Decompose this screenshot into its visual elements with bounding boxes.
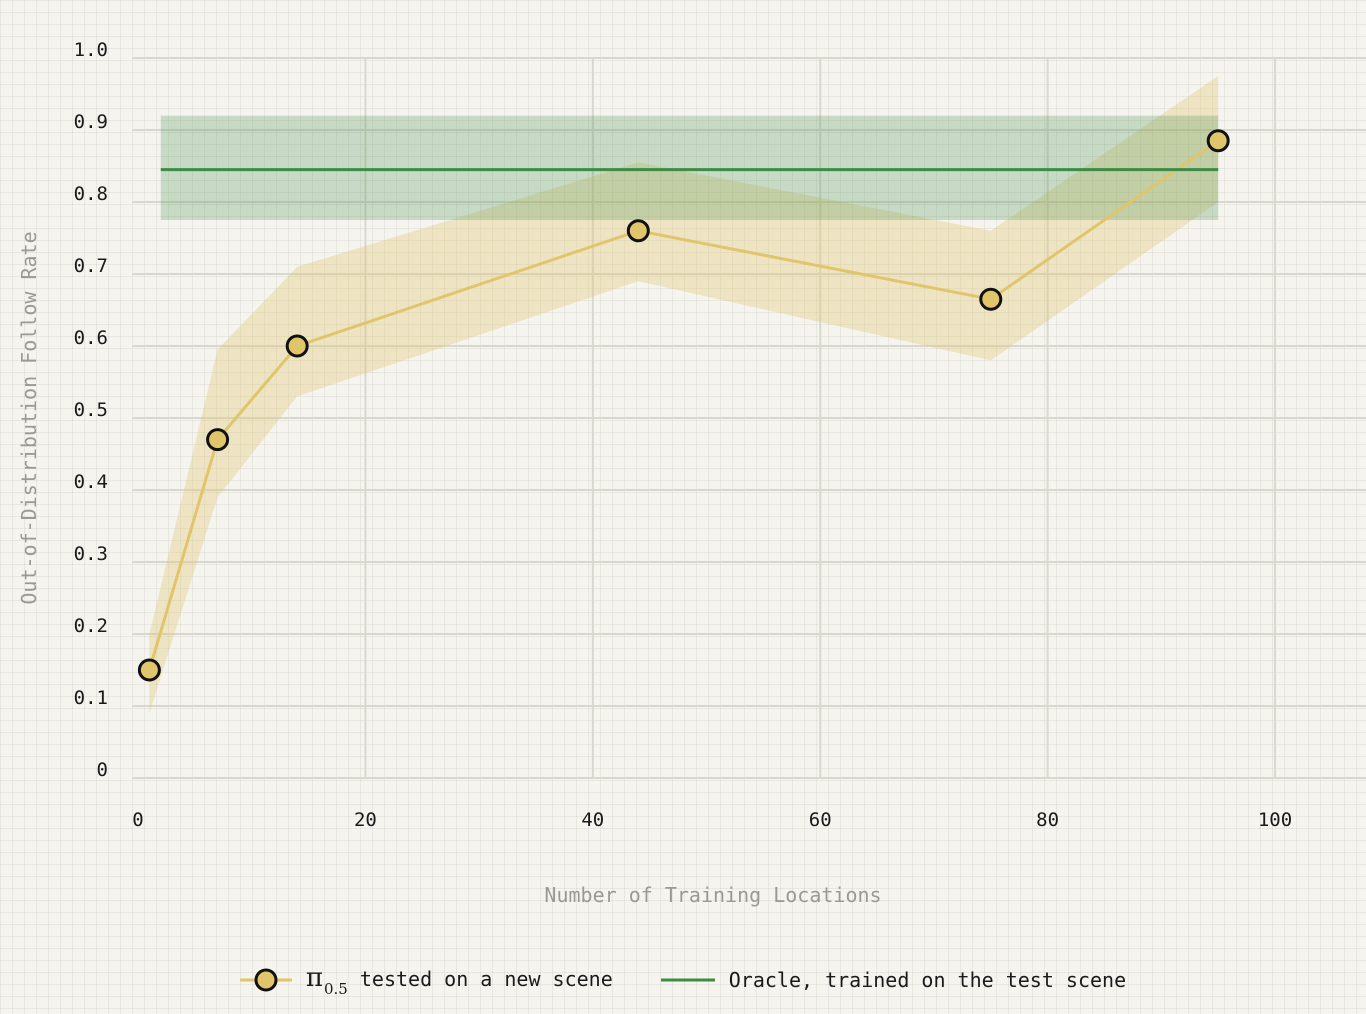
- y-tick-label: 0.2: [74, 615, 108, 637]
- y-tick-label: 0.9: [74, 111, 108, 133]
- y-tick-label: 0.4: [74, 471, 108, 493]
- y-tick-label: 0.7: [74, 255, 108, 277]
- legend-pi-subscript: 0.5: [323, 979, 348, 998]
- confidence-bands: [149, 76, 1219, 714]
- point-pi05: [206, 428, 230, 452]
- data-points: [137, 129, 1230, 682]
- point-pi05: [979, 287, 1003, 311]
- x-tick-label: 80: [1036, 809, 1059, 831]
- y-axis-title: Out-of-Distribution Follow Rate: [17, 231, 41, 604]
- x-tick-label: 0: [132, 809, 143, 831]
- legend: π0.5 tested on a new scene Oracle, train…: [0, 955, 1366, 1005]
- legend-label-oracle: Oracle, trained on the test scene: [728, 968, 1127, 992]
- legend-marker-pi05: [239, 968, 292, 992]
- y-tick-label: 0: [97, 759, 108, 781]
- band-oracle: [160, 115, 1219, 220]
- point-pi05: [1206, 129, 1230, 153]
- legend-pi-suffix: tested on a new scene: [347, 966, 613, 991]
- y-tick-label: 0.3: [74, 543, 108, 565]
- x-axis-title: Number of Training Locations: [544, 883, 881, 907]
- legend-item-oracle: Oracle, trained on the test scene: [660, 965, 1127, 995]
- legend-marker-oracle: [660, 978, 715, 982]
- tick-labels: 0 0.1 0.2 0.3 0.4 0.5 0.6 0.7 0.8 0.9 1.0 0 20 40 60 80…: [74, 39, 1293, 831]
- y-tick-label: 0.8: [74, 183, 108, 205]
- band-pi05: [149, 76, 1219, 714]
- point-pi05: [626, 219, 650, 243]
- y-tick-label: 0.1: [74, 687, 108, 709]
- legend-item-pi05: π0.5 tested on a new scene: [239, 963, 613, 998]
- grid: [132, 57, 1366, 779]
- x-tick-label: 100: [1258, 809, 1292, 831]
- x-tick-label: 60: [809, 809, 832, 831]
- x-tick-label: 40: [581, 809, 604, 831]
- y-tick-label: 0.5: [74, 399, 108, 421]
- point-pi05: [285, 334, 309, 358]
- legend-dot-pi05: [254, 968, 278, 992]
- x-tick-label: 20: [354, 809, 377, 831]
- series-lines: [147, 139, 1220, 671]
- y-tick-label: 1.0: [74, 39, 108, 61]
- line-pi05: [147, 139, 1220, 671]
- legend-label-pi05: π0.5 tested on a new scene: [306, 963, 613, 998]
- y-tick-label: 0.6: [74, 327, 108, 349]
- legend-pi-symbol: π: [305, 962, 323, 993]
- point-pi05: [137, 658, 161, 682]
